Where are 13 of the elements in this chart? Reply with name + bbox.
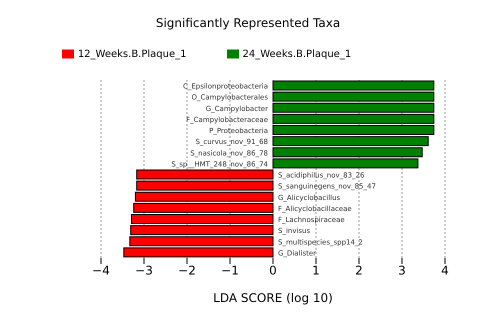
x-tick-label: 4 [441, 264, 449, 278]
x-tick-label: 3 [398, 264, 406, 278]
x-tick-label: −3 [135, 264, 153, 278]
x-tick-label: 1 [312, 264, 320, 278]
x-tick-label: 2 [355, 264, 363, 278]
x-tick-label: −2 [178, 264, 196, 278]
x-tick-label: −1 [221, 264, 239, 278]
legend-label: 12_Weeks.B.Plaque_1 [78, 48, 186, 60]
legend-label: 24_Weeks.B.Plaque_1 [242, 48, 352, 60]
x-tick-label: −4 [92, 264, 110, 278]
x-tick-label: 0 [269, 264, 277, 278]
chart-title: Significantly Represented Taxa [154, 16, 342, 30]
x-axis-title: LDA SCORE (log 10) [213, 291, 333, 305]
